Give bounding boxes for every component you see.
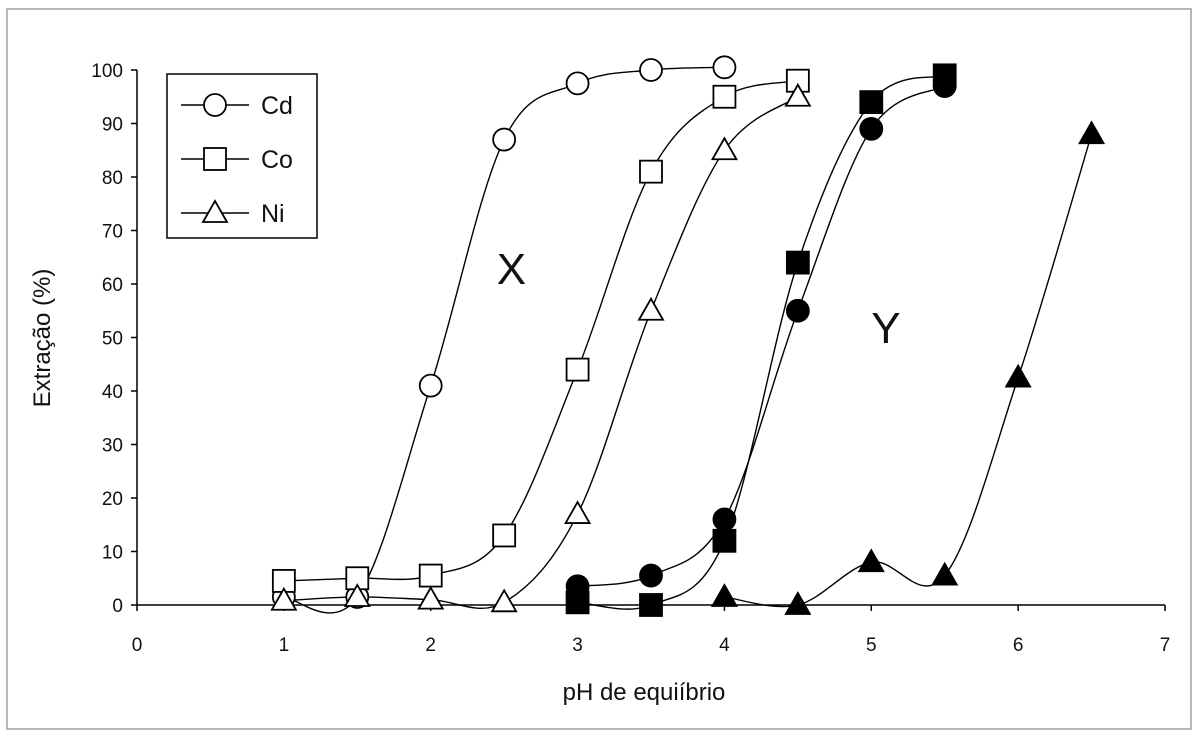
- y-tick-label: 20: [102, 489, 123, 510]
- y-tick-label: 10: [102, 543, 123, 564]
- data-point-X-triangle: [417, 585, 445, 610]
- data-point-X-circle: [639, 58, 663, 82]
- data-point-Y-square: [785, 250, 810, 275]
- data-point-X-square: [492, 523, 517, 548]
- y-tick-label: 80: [102, 168, 123, 189]
- data-point-Y-square: [565, 590, 590, 615]
- series-curves: [283, 66, 1093, 614]
- data-point-Y-triangle: [931, 561, 959, 586]
- annotation-label: Y: [871, 304, 900, 353]
- data-point-Y-circle: [712, 507, 737, 532]
- y-tick-label: 70: [102, 222, 123, 243]
- legend-circle-icon: [203, 93, 227, 117]
- y-tick-label: 40: [102, 382, 123, 403]
- y-tick-label: 90: [102, 115, 123, 136]
- y-tick-label: 50: [102, 329, 123, 350]
- x-tick-label: 3: [572, 635, 583, 656]
- data-point-Y-square: [712, 528, 737, 553]
- y-tick-label: 0: [112, 596, 123, 617]
- x-tick-label: 7: [1160, 635, 1171, 656]
- legend-triangle-icon: [201, 199, 229, 223]
- annotation-label: X: [497, 245, 526, 294]
- x-tick-label: 6: [1013, 635, 1024, 656]
- data-point-X-circle: [418, 373, 443, 398]
- x-tick-label: 2: [425, 635, 436, 656]
- y-axis-label: Extração (%): [29, 269, 56, 408]
- data-point-Y-triangle: [784, 591, 812, 615]
- data-point-Y-triangle: [1004, 363, 1032, 388]
- data-point-X-square: [639, 159, 663, 184]
- data-point-X-triangle: [564, 500, 592, 524]
- data-point-X-square: [418, 563, 443, 588]
- data-point-X-triangle: [710, 136, 738, 161]
- series-line-Y-triangle: [724, 133, 1093, 608]
- y-tick-label: 60: [102, 275, 123, 296]
- x-tick-label: 0: [132, 635, 143, 656]
- x-tick-label: 1: [279, 635, 290, 656]
- data-point-Y-triangle: [1078, 120, 1106, 145]
- series-line-X-square: [283, 80, 799, 582]
- data-point-Y-triangle: [857, 548, 885, 573]
- data-point-Y-triangle: [710, 583, 738, 607]
- data-point-X-triangle: [637, 296, 665, 321]
- data-point-X-square: [565, 357, 590, 382]
- data-point-X-circle: [565, 71, 590, 96]
- series-markers: [270, 55, 1106, 617]
- data-point-Y-square: [859, 90, 884, 114]
- data-point-Y-circle: [639, 563, 663, 588]
- legend-square-icon: [203, 147, 227, 171]
- data-point-Y-square: [932, 63, 957, 88]
- y-tick-label: 30: [102, 436, 123, 457]
- legend: Cd Co Ni: [166, 73, 318, 239]
- data-point-X-circle: [492, 127, 517, 152]
- x-axis-label: pH de equiíbrio: [563, 679, 726, 706]
- annotations: XY: [497, 245, 901, 353]
- x-tick-label: 4: [719, 635, 730, 656]
- legend-label: Co: [261, 146, 293, 174]
- legend-box: [166, 73, 318, 239]
- x-tick-label: 5: [866, 635, 877, 656]
- data-point-X-triangle: [343, 583, 371, 607]
- legend-label: Ni: [261, 200, 285, 228]
- data-point-Y-square: [639, 593, 663, 617]
- legend-label: Cd: [261, 92, 293, 120]
- data-point-X-triangle: [270, 586, 298, 611]
- data-point-X-triangle: [490, 588, 518, 613]
- data-point-X-circle: [712, 55, 737, 80]
- data-point-X-square: [712, 84, 737, 109]
- data-point-Y-circle: [859, 116, 884, 141]
- data-point-Y-circle: [785, 298, 810, 323]
- y-tick-label: 100: [91, 61, 123, 82]
- data-point-X-triangle: [784, 82, 812, 107]
